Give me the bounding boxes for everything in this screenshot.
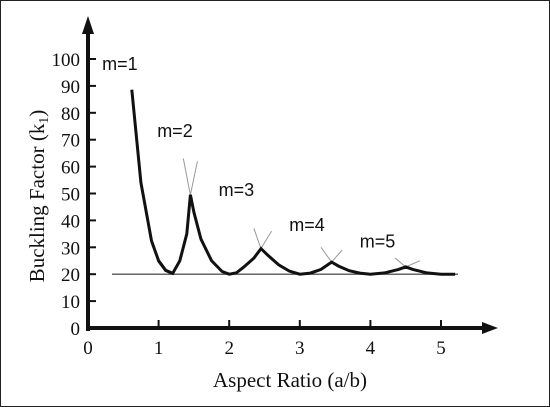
buckling-curve-m1 xyxy=(130,89,174,275)
y-ticks: 0 10 20 30 40 50 60 70 80 90 100 xyxy=(52,50,96,340)
y-axis-label-sub: 1 xyxy=(37,117,52,124)
x-tick-label: 3 xyxy=(295,338,305,359)
y-tick-label: 90 xyxy=(61,77,80,98)
y-tick-label: 0 xyxy=(71,319,81,340)
y-tick-label: 40 xyxy=(61,211,80,232)
y-tick-label: 70 xyxy=(61,131,80,152)
mode-label-m3: m=3 xyxy=(219,180,255,200)
x-tick-label: 5 xyxy=(436,338,446,359)
x-tick-label: 1 xyxy=(154,338,164,359)
buckling-curve-modes xyxy=(157,194,456,276)
x-tick-label: 4 xyxy=(366,338,376,359)
mode-guide-line xyxy=(320,247,343,263)
y-tick-label: 80 xyxy=(61,104,80,125)
mode-guide-line xyxy=(394,257,421,268)
y-tick-label: 100 xyxy=(52,50,81,71)
mode-guide-line xyxy=(253,228,272,250)
x-axis-label: Aspect Ratio (a/b) xyxy=(213,368,367,392)
x-ticks: 0 1 2 3 4 5 xyxy=(83,320,446,359)
mode-labels: m=1 m=2 m=3 m=4 m=5 xyxy=(102,54,395,252)
y-axis-label: Buckling Factor (k1) xyxy=(25,110,52,283)
y-axis-arrow xyxy=(82,16,94,34)
y-axis-label-close: ) xyxy=(25,110,49,117)
mode-label-m1: m=1 xyxy=(102,54,138,74)
x-tick-label: 0 xyxy=(83,338,93,359)
y-tick-label: 10 xyxy=(61,292,80,313)
mode-guide-line xyxy=(182,158,198,195)
x-tick-label: 2 xyxy=(224,338,234,359)
y-axis-label-main: Buckling Factor (k xyxy=(25,123,49,282)
mode-label-m2: m=2 xyxy=(157,121,193,141)
y-tick-label: 30 xyxy=(61,238,80,259)
x-axis-arrow xyxy=(482,322,498,334)
y-tick-label: 20 xyxy=(61,265,80,286)
y-tick-label: 60 xyxy=(61,158,80,179)
mode-label-m4: m=4 xyxy=(289,215,325,235)
mode-label-m5: m=5 xyxy=(360,231,396,251)
y-tick-label: 50 xyxy=(61,185,80,206)
